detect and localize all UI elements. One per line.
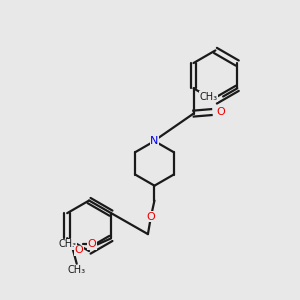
Text: CH₃: CH₃	[200, 92, 218, 101]
Text: CH₃: CH₃	[68, 265, 86, 275]
Text: CH₃: CH₃	[58, 239, 77, 249]
Text: O: O	[146, 212, 155, 222]
Text: O: O	[75, 245, 83, 255]
Text: O: O	[87, 239, 96, 249]
Text: O: O	[217, 107, 225, 117]
Text: N: N	[150, 136, 159, 146]
